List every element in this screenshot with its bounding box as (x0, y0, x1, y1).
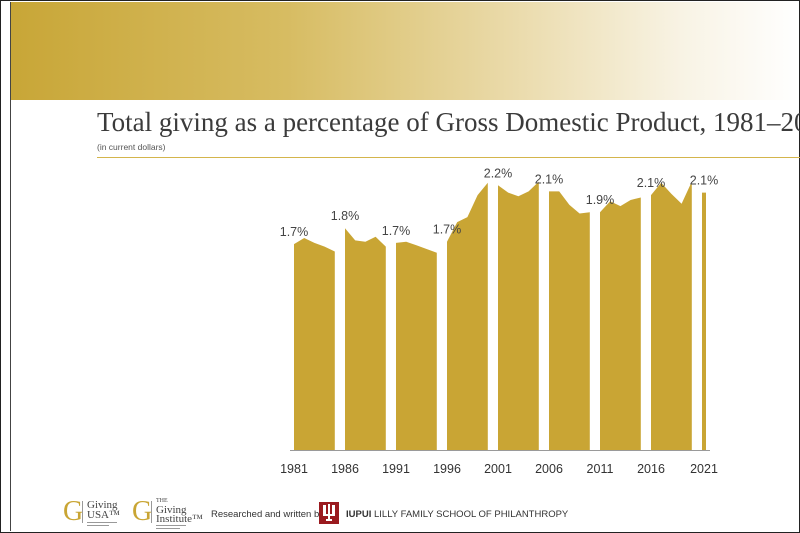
area-segment-2011 (600, 197, 641, 450)
x-tick-label-2016: 2016 (637, 462, 665, 476)
area-segment-2001 (498, 181, 539, 450)
x-tick-label-2021: 2021 (690, 462, 718, 476)
area-segment-2016 (651, 181, 692, 450)
x-tick-label-1981: 1981 (280, 462, 308, 476)
giving-usa-logo-mark: G (63, 496, 84, 527)
left-divider (10, 2, 11, 531)
footer: G Giving USA™ G THE Giving Institute™ Re… (0, 495, 800, 533)
data-labels: 1.7% 1.8% 1.7% 1.7% 2.2% 2.1% 1.9% 2.1% 2.1% (280, 166, 719, 239)
data-label-1981: 1.7% (280, 225, 309, 239)
area-segment-1996 (447, 182, 488, 451)
iupui-bold-text: IUPUI (346, 509, 372, 520)
x-tick-label-1996: 1996 (433, 462, 461, 476)
chart-title: Total giving as a percentage of Gross Do… (97, 107, 800, 137)
giving-usa-logo-tagline (87, 522, 117, 530)
giving-institute-logo-line2: Institute™ (156, 513, 203, 525)
area-segment-1991 (396, 241, 437, 450)
giving-institute-logo-line1: Giving (156, 504, 187, 516)
x-tick-label-1991: 1991 (382, 462, 410, 476)
data-label-1996: 1.7% (433, 223, 462, 237)
data-label-1991: 1.7% (382, 224, 411, 238)
researched-by-text: Researched and written by (211, 509, 325, 520)
x-tick-label-2001: 2001 (484, 462, 512, 476)
area-segment-2006 (549, 191, 590, 450)
x-tick-label-1986: 1986 (331, 462, 359, 476)
data-label-2006: 2.1% (535, 172, 564, 186)
area-segment-1986 (345, 228, 386, 450)
giving-institute-logo-mark: G (132, 496, 153, 527)
giving-institute-logo-small: THE (156, 498, 168, 504)
giving-usa-logo-divider (82, 501, 83, 523)
iu-trident-icon (319, 502, 339, 524)
giving-institute-logo-tagline (156, 525, 186, 533)
header-banner (11, 2, 799, 100)
data-label-2021: 2.1% (690, 174, 719, 188)
data-label-1986: 1.8% (331, 209, 360, 223)
giving-usa-logo-line1: Giving (87, 499, 118, 511)
area-segments (294, 181, 706, 451)
giving-institute-logo-divider (151, 501, 152, 523)
iupui-school-name: IUPUI LILLY FAMILY SCHOOL OF PHILANTHROP… (346, 509, 568, 520)
x-tick-labels: 1981 1986 1991 1996 2001 2006 2011 2016 2021 (280, 462, 718, 476)
x-tick-label-2006: 2006 (535, 462, 563, 476)
area-segment-1981 (294, 238, 335, 450)
data-label-2016: 2.1% (637, 176, 666, 190)
data-label-2001: 2.2% (484, 166, 513, 180)
giving-usa-logo-line2: USA™ (87, 509, 120, 521)
iupui-rest-text: LILLY FAMILY SCHOOL OF PHILANTHROPY (371, 509, 569, 520)
title-divider (97, 157, 800, 158)
chart-subtitle: (in current dollars) (97, 142, 166, 152)
data-label-2011: 1.9% (586, 193, 615, 207)
area-segment-2021 (702, 192, 706, 450)
x-tick-label-2011: 2011 (587, 462, 614, 476)
